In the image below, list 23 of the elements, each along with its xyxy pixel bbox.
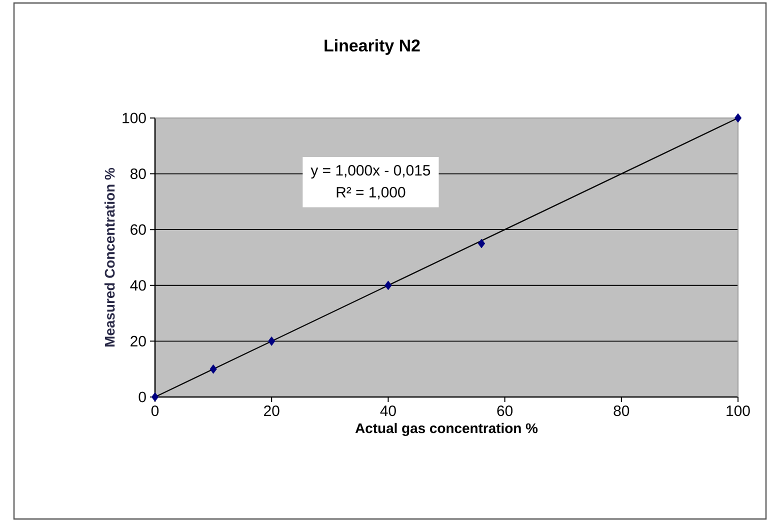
- y-axis-title: Measured Concentration %: [104, 168, 115, 346]
- x-tick-label: 40: [380, 406, 396, 416]
- point: [268, 336, 276, 346]
- y-tick-label: 80: [130, 168, 146, 180]
- annotation: y = 1,000x - 0,015: [310, 165, 430, 179]
- x-tick-label: 80: [614, 406, 630, 416]
- point: [151, 392, 159, 402]
- annotation: R² = 1,000: [336, 186, 406, 200]
- x-tick-label: 60: [497, 406, 513, 416]
- point: [734, 113, 742, 123]
- y-tick-label: 60: [130, 224, 146, 235]
- x-tick-label: 100: [726, 406, 750, 416]
- x-tick-label: 0: [151, 406, 159, 416]
- point: [210, 364, 217, 374]
- x-axis-title: Actual gas concentration %: [355, 422, 538, 436]
- x-tick-label: 20: [264, 406, 280, 416]
- y-tick-label: 100: [122, 112, 146, 124]
- y-tick-label: 0: [138, 392, 146, 402]
- chart-title: Linearity N2: [324, 39, 420, 55]
- y-tick-label: 40: [130, 280, 146, 291]
- point: [478, 238, 486, 248]
- y-tick-label: 20: [130, 336, 146, 346]
- point: [384, 280, 392, 290]
